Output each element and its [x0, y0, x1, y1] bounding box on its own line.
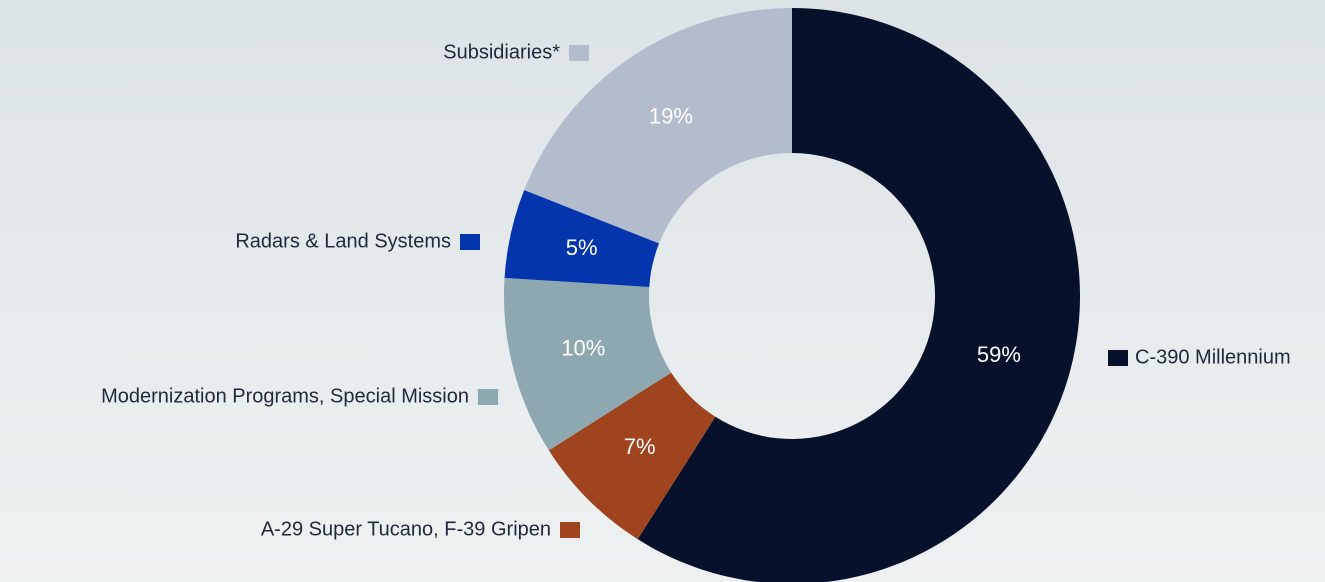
legend-swatch [1108, 350, 1128, 366]
legend-swatch [560, 522, 580, 538]
value-label: 10% [561, 335, 605, 360]
value-label: 7% [624, 434, 656, 459]
legend-swatch [460, 234, 480, 250]
donut-slice [524, 8, 792, 244]
donut-slice [504, 189, 660, 288]
legend-swatch [478, 389, 498, 405]
donut-slice [637, 8, 1080, 582]
legend-label: A-29 Super Tucano, F-39 Gripen [261, 518, 551, 540]
value-label: 59% [977, 342, 1021, 367]
donut-slice [504, 277, 672, 451]
legend-swatch [569, 45, 589, 61]
value-label: 19% [649, 104, 693, 129]
value-label: 5% [566, 235, 598, 260]
legend-label: Subsidiaries* [443, 41, 560, 63]
legend-label: C-390 Millennium [1135, 346, 1291, 368]
legend-label: Modernization Programs, Special Mission [101, 385, 469, 407]
donut-slice [548, 372, 716, 540]
legend-label: Radars & Land Systems [235, 230, 451, 252]
